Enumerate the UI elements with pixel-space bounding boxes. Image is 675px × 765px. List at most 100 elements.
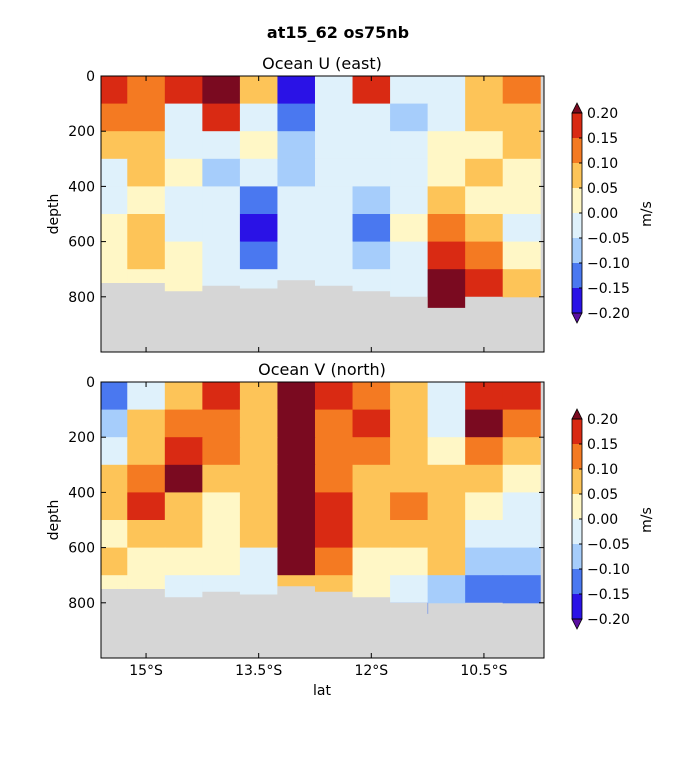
heatmap-cell (277, 131, 316, 160)
heatmap-cell (202, 464, 241, 493)
colorbar-swatch (572, 238, 582, 263)
y-tick-label: 400 (68, 485, 95, 501)
heatmap-cell (164, 520, 203, 549)
heatmap-cell (277, 409, 316, 438)
heatmap-cell (202, 492, 241, 521)
heatmap-cell (352, 158, 391, 187)
heatmap-cell (277, 382, 316, 411)
heatmap-cell (502, 492, 541, 521)
heatmap-cell (465, 214, 504, 243)
heatmap-cell (502, 186, 541, 215)
heatmap-cell (390, 241, 429, 270)
colorbar-swatch (572, 419, 582, 444)
heatmap-cell (314, 492, 354, 521)
heatmap-cell (202, 131, 241, 160)
heatmap-cell (101, 464, 128, 493)
colorbar-swatch (572, 188, 582, 213)
heatmap-cell (239, 437, 278, 466)
y-tick-label: 0 (86, 69, 95, 85)
heatmap-cell (164, 186, 203, 215)
heatmap-cell (465, 158, 504, 187)
heatmap-cell (127, 547, 166, 576)
heatmap-cell (427, 214, 466, 243)
colorbar-label: m/s (639, 201, 655, 227)
heatmap-cell (164, 214, 203, 243)
colorbar-over-arrow (571, 408, 583, 420)
heatmap-cell (502, 76, 541, 105)
panel-title-ocean-v: Ocean V (north) (258, 360, 386, 379)
colorbar-tick-label: 0.10 (587, 462, 618, 478)
heatmap-cell (314, 437, 354, 466)
heatmap-cell (502, 241, 541, 270)
heatmap-cell (427, 547, 466, 576)
heatmap-cell (502, 575, 541, 604)
heatmap-cells (101, 382, 541, 631)
heatmap-cell (202, 437, 241, 466)
heatmap-cell (277, 214, 316, 243)
colorbar-swatch (572, 288, 582, 313)
x-tick-label: 10.5°S (460, 663, 507, 679)
heatmap-cell (427, 382, 466, 411)
plot-frame (100, 381, 545, 659)
y-tick-label: 0 (86, 375, 95, 391)
colorbar-tick-label: −0.20 (587, 306, 630, 322)
heatmap-cell (239, 186, 278, 215)
y-axis-label: depth (46, 500, 62, 541)
heatmap-cell (239, 409, 278, 438)
heatmap-cell (101, 131, 128, 160)
heatmap-cell (164, 437, 203, 466)
heatmap-cell (465, 186, 504, 215)
x-tick-label: 12°S (354, 663, 388, 679)
heatmap-cell (101, 76, 128, 105)
colorbar-tick-label: 0.15 (587, 131, 618, 147)
heatmap-cell (314, 131, 354, 160)
heatmap-cell (502, 131, 541, 160)
heatmap-cell (390, 269, 429, 298)
heatmap-cell (202, 547, 241, 576)
heatmap-cell (352, 409, 391, 438)
heatmap-cell (277, 492, 316, 521)
heatmap-cell (390, 464, 429, 493)
seafloor (101, 586, 544, 658)
heatmap-cell (101, 158, 128, 187)
heatmap-cell (239, 214, 278, 243)
heatmap-cell (314, 241, 354, 270)
heatmap-cell (277, 241, 316, 270)
colorbar-swatch (572, 444, 582, 469)
heatmap-cell (352, 492, 391, 521)
heatmap-cell (390, 382, 429, 411)
heatmap-cell (164, 409, 203, 438)
heatmap-cell (239, 131, 278, 160)
heatmap-cell (502, 158, 541, 187)
heatmap-cell (314, 409, 354, 438)
heatmap-cell (127, 103, 166, 132)
seafloor (101, 280, 544, 352)
colorbar-tick-label: 0.00 (587, 512, 618, 528)
heatmap-cell (465, 492, 504, 521)
panel-ocean-v: Ocean V (north) 0 200 400 600 800 15°S 13.5°S… (46, 360, 655, 699)
colorbar-swatch (572, 138, 582, 163)
x-tick-label: 13.5°S (235, 663, 282, 679)
heatmap-cell (101, 186, 128, 215)
colorbar-under-arrow (571, 312, 583, 324)
heatmap-cell (314, 520, 354, 549)
heatmap-cell (164, 76, 203, 105)
colorbar-swatch (572, 213, 582, 238)
heatmap-cell (202, 241, 241, 270)
heatmap-cell (352, 464, 391, 493)
heatmap-cell (502, 437, 541, 466)
heatmap-cell (314, 464, 354, 493)
heatmap-cell (202, 158, 241, 187)
heatmap-cell (390, 76, 429, 105)
colorbar-tick-label: 0.15 (587, 437, 618, 453)
heatmap-cell (314, 76, 354, 105)
heatmap-cell (502, 547, 541, 576)
heatmap-cell (427, 186, 466, 215)
y-tick-label: 400 (68, 179, 95, 195)
y-axis: 0 200 400 600 800 (68, 69, 544, 306)
y-tick-label: 200 (68, 124, 95, 140)
heatmap-cell (277, 464, 316, 493)
colorbar-swatch (572, 469, 582, 494)
heatmap-cell (164, 103, 203, 132)
heatmap-cell (390, 103, 429, 132)
